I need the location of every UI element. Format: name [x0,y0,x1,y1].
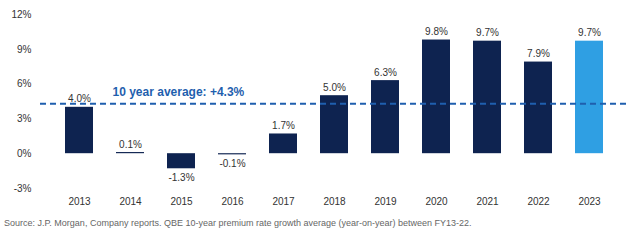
svg-text:2013: 2013 [68,196,91,207]
svg-text:-0.1%: -0.1% [219,158,245,169]
svg-text:9.7%: 9.7% [578,27,601,38]
svg-text:-3%: -3% [14,183,32,194]
svg-text:2023: 2023 [578,196,601,207]
svg-text:5.0%: 5.0% [323,82,346,93]
svg-text:2022: 2022 [527,196,550,207]
svg-text:9.8%: 9.8% [425,26,448,37]
svg-text:2021: 2021 [476,196,499,207]
svg-text:1.7%: 1.7% [272,120,295,131]
svg-text:2016: 2016 [221,196,244,207]
svg-text:2017: 2017 [272,196,295,207]
svg-text:4.0%: 4.0% [68,93,91,104]
svg-text:2019: 2019 [374,196,397,207]
svg-text:9%: 9% [17,44,32,55]
svg-text:9.7%: 9.7% [476,27,499,38]
html-text:Source: J.P. Morgan, Company r: Source: J.P. Morgan, Company reports. QB… [4,218,472,228]
svg-text:0%: 0% [17,148,32,159]
svg-text:6.3%: 6.3% [374,67,397,78]
svg-text:2014: 2014 [119,196,142,207]
svg-text:2020: 2020 [425,196,448,207]
svg-text:-1.3%: -1.3% [168,172,194,183]
svg-text:10 year average: +4.3%: 10 year average: +4.3% [113,85,245,99]
svg-text:6%: 6% [17,78,32,89]
svg-text:0.1%: 0.1% [119,139,142,150]
svg-text:7.9%: 7.9% [527,48,550,59]
svg-text:3%: 3% [17,113,32,124]
svg-text:2018: 2018 [323,196,346,207]
svg-text:12%: 12% [11,9,31,20]
svg-text:2015: 2015 [170,196,193,207]
